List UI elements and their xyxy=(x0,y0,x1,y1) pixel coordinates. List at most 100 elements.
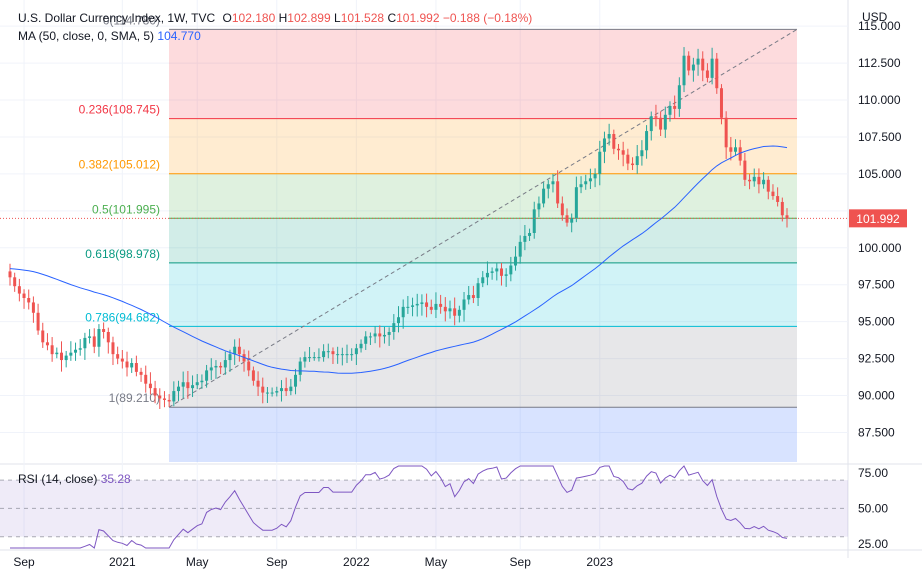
candle-body xyxy=(659,117,663,130)
price-tick-label: 97.500 xyxy=(858,278,895,292)
candle-body xyxy=(588,178,592,182)
candle-body xyxy=(495,268,499,272)
candle-body xyxy=(771,191,775,197)
candle-body xyxy=(31,302,35,313)
candle-body xyxy=(247,361,251,371)
candle-body xyxy=(55,352,59,355)
candle-body xyxy=(579,184,583,188)
candle-body xyxy=(200,380,204,383)
fib-zone xyxy=(169,29,797,119)
time-tick-label: May xyxy=(425,555,448,569)
candle-body xyxy=(125,361,129,368)
candle-body xyxy=(518,241,522,257)
price-tick-label: 115.000 xyxy=(858,19,901,33)
candle-body xyxy=(317,357,321,359)
candle-body xyxy=(546,184,550,189)
candle-body xyxy=(584,181,588,185)
candle-body xyxy=(303,357,307,362)
high-label: H xyxy=(278,11,288,25)
candle-body xyxy=(504,274,508,276)
candle-body xyxy=(392,323,396,332)
candle-body xyxy=(219,365,223,368)
price-tick-label: 107.500 xyxy=(858,130,902,144)
candle-body xyxy=(237,346,241,355)
close-value: 101.992 xyxy=(396,11,440,25)
candle-body xyxy=(78,348,82,350)
fib-zone xyxy=(169,173,797,219)
candle-body xyxy=(631,163,635,166)
candle-body xyxy=(443,306,447,312)
candle-body xyxy=(715,58,719,89)
ma-legend[interactable]: MA (50, close, 0, SMA, 5) 104.770 xyxy=(18,29,201,43)
candle-body xyxy=(748,179,752,182)
candle-body xyxy=(88,336,92,338)
candle-body xyxy=(462,299,466,310)
candle-body xyxy=(654,116,658,118)
open-value: 102.180 xyxy=(231,11,276,25)
candle-body xyxy=(378,333,382,337)
candle-body xyxy=(111,342,115,355)
candle-body xyxy=(354,348,358,355)
candle-body xyxy=(467,295,471,300)
candle-body xyxy=(560,203,564,216)
candle-body xyxy=(471,295,475,299)
candle-body xyxy=(270,392,274,394)
rsi-tick-label: 75.00 xyxy=(858,466,888,480)
candle-body xyxy=(719,88,723,118)
candle-body xyxy=(621,150,625,155)
candle-body xyxy=(17,286,21,294)
rsi-tick-label: 50.00 xyxy=(858,501,888,515)
candle-body xyxy=(50,345,54,355)
candle-body xyxy=(485,272,489,278)
low-value: 101.528 xyxy=(340,11,385,25)
candle-body xyxy=(691,64,695,71)
candle-body xyxy=(22,293,26,299)
high-value: 102.899 xyxy=(287,11,331,25)
symbol-legend: U.S. Dollar Currency Index, 1W, TVC O102… xyxy=(18,11,532,25)
fib-extension-zone xyxy=(169,407,797,462)
fib-level-label: 0.5(101.995) xyxy=(92,202,160,216)
price-tick-label: 90.000 xyxy=(858,389,895,403)
candle-body xyxy=(92,336,96,347)
candle-body xyxy=(439,303,443,307)
candle-body xyxy=(312,357,316,359)
candle-body xyxy=(181,382,185,387)
candle-body xyxy=(214,365,218,368)
candle-body xyxy=(509,265,513,275)
candle-body xyxy=(663,114,667,130)
candle-body xyxy=(415,303,419,306)
candle-body xyxy=(729,147,733,152)
candle-body xyxy=(542,188,546,204)
candle-body xyxy=(148,383,152,389)
rsi-line[interactable] xyxy=(10,465,788,549)
candle-body xyxy=(570,218,574,223)
candle-body xyxy=(776,196,780,202)
candle-body xyxy=(532,209,536,233)
ma-line[interactable] xyxy=(9,145,788,374)
price-tick-label: 100.000 xyxy=(858,241,902,255)
candle-body xyxy=(265,392,269,394)
candle-body xyxy=(696,58,700,65)
ma-label: MA (50, close, 0, SMA, 5) xyxy=(18,29,155,43)
candle-body xyxy=(645,131,649,151)
ma-value: 104.770 xyxy=(157,29,201,43)
candle-body xyxy=(490,271,494,273)
candle-body xyxy=(162,398,166,400)
candle-body xyxy=(743,160,747,180)
candle-body xyxy=(350,354,354,356)
candle-body xyxy=(710,58,714,78)
candle-body xyxy=(406,306,410,308)
candle-body xyxy=(223,360,227,368)
candle-body xyxy=(284,388,288,392)
candle-body xyxy=(191,385,195,389)
candle-body xyxy=(528,233,532,236)
rsi-legend[interactable]: RSI (14, close) 35.28 xyxy=(18,472,131,486)
candle-body xyxy=(45,342,49,346)
candle-body xyxy=(523,235,527,242)
candle-body xyxy=(364,336,368,344)
close-label: C xyxy=(387,11,397,25)
candle-body xyxy=(195,382,199,386)
candle-body xyxy=(139,371,143,375)
